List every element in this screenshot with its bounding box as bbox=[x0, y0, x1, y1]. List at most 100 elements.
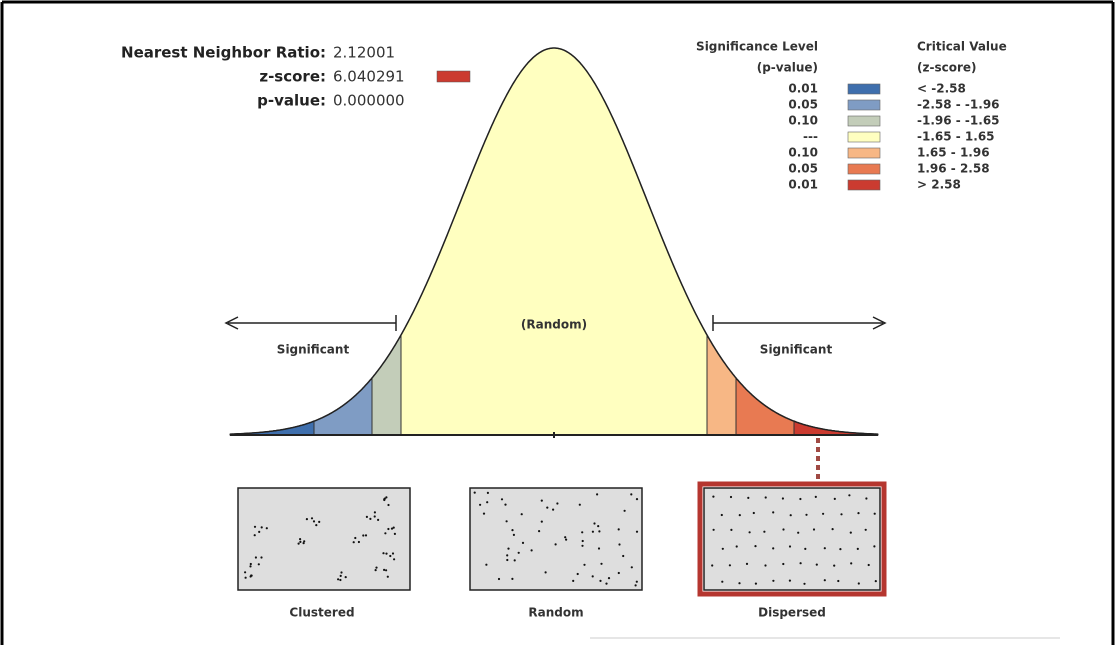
point bbox=[485, 563, 488, 566]
legend-z: -1.65 - 1.65 bbox=[917, 130, 995, 144]
patterns bbox=[237, 487, 881, 591]
point bbox=[597, 525, 600, 528]
pattern-box bbox=[237, 487, 411, 591]
point bbox=[258, 530, 261, 534]
legend-z: > 2.58 bbox=[917, 178, 961, 192]
point bbox=[823, 579, 826, 582]
point bbox=[782, 562, 785, 566]
p-label: p-value: bbox=[257, 92, 326, 110]
point bbox=[482, 512, 486, 515]
point bbox=[823, 547, 826, 550]
point bbox=[546, 506, 549, 509]
point bbox=[315, 524, 318, 527]
point bbox=[622, 554, 625, 558]
point bbox=[310, 517, 314, 520]
point bbox=[850, 562, 853, 565]
point bbox=[721, 580, 724, 583]
point bbox=[265, 527, 268, 530]
legend-p: 0.01 bbox=[788, 178, 818, 192]
random-label: (Random) bbox=[521, 318, 587, 332]
point bbox=[299, 540, 302, 544]
point bbox=[799, 562, 802, 565]
point bbox=[822, 512, 825, 515]
point bbox=[763, 530, 766, 533]
point bbox=[486, 501, 489, 504]
pattern-label: Random bbox=[528, 606, 583, 620]
point bbox=[382, 552, 385, 555]
point bbox=[362, 534, 365, 537]
legend-header: Critical Value bbox=[917, 40, 1007, 54]
point bbox=[339, 578, 342, 582]
point bbox=[764, 564, 767, 567]
point bbox=[782, 528, 785, 531]
point bbox=[540, 520, 543, 523]
point bbox=[634, 584, 637, 587]
significant-label: Significant bbox=[277, 343, 350, 357]
point bbox=[600, 562, 603, 565]
point bbox=[788, 545, 792, 548]
point bbox=[797, 531, 800, 534]
curve-segment bbox=[400, 47, 708, 436]
point bbox=[730, 528, 733, 532]
point bbox=[473, 491, 476, 494]
point bbox=[520, 513, 523, 516]
point bbox=[383, 568, 386, 572]
point bbox=[385, 496, 388, 499]
curve-segment bbox=[313, 376, 373, 436]
point bbox=[384, 532, 387, 535]
legend-p: --- bbox=[803, 130, 818, 144]
point bbox=[805, 513, 808, 516]
curve-segment bbox=[371, 333, 402, 436]
point bbox=[781, 497, 785, 500]
z-swatch bbox=[436, 70, 471, 83]
point bbox=[857, 582, 860, 585]
point bbox=[630, 493, 633, 496]
point bbox=[788, 579, 792, 582]
point bbox=[521, 541, 525, 545]
point bbox=[556, 502, 559, 505]
curve-segment bbox=[706, 333, 737, 436]
point bbox=[591, 530, 595, 533]
point bbox=[387, 527, 390, 531]
point bbox=[299, 538, 302, 541]
point bbox=[244, 571, 247, 574]
point bbox=[605, 582, 608, 585]
legend-swatch bbox=[847, 147, 881, 159]
legend-swatch bbox=[847, 115, 881, 127]
legend-swatch bbox=[847, 163, 881, 175]
point bbox=[302, 542, 305, 545]
point bbox=[591, 575, 594, 578]
pattern-box bbox=[703, 487, 881, 591]
point bbox=[837, 579, 840, 583]
point bbox=[354, 536, 357, 540]
point bbox=[729, 495, 733, 499]
point bbox=[249, 565, 252, 568]
point bbox=[630, 566, 633, 569]
point bbox=[312, 520, 316, 523]
legend-header: (p-value) bbox=[757, 61, 818, 75]
point bbox=[752, 511, 755, 515]
point bbox=[486, 491, 489, 494]
curve bbox=[229, 47, 879, 438]
point bbox=[249, 562, 252, 566]
point bbox=[873, 512, 876, 515]
point bbox=[339, 574, 342, 578]
point bbox=[812, 528, 816, 531]
point bbox=[833, 564, 836, 567]
point bbox=[815, 563, 818, 566]
point bbox=[373, 515, 376, 518]
point bbox=[511, 577, 514, 581]
point bbox=[554, 543, 557, 546]
legend-z: 1.65 - 1.96 bbox=[917, 146, 990, 160]
significant-label: Significant bbox=[760, 343, 833, 357]
point bbox=[517, 551, 520, 554]
point bbox=[511, 529, 514, 532]
point bbox=[565, 538, 568, 541]
point bbox=[618, 543, 621, 546]
point bbox=[865, 497, 868, 500]
legend-swatch bbox=[847, 99, 881, 111]
legend-p: 0.05 bbox=[788, 162, 818, 176]
point bbox=[599, 579, 602, 583]
point bbox=[839, 548, 842, 551]
point bbox=[583, 563, 586, 566]
